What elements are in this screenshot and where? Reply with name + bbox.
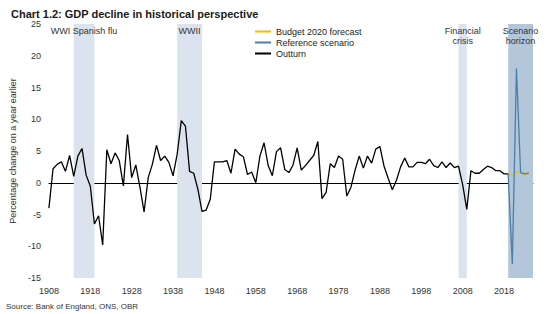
svg-text:2008: 2008 [453, 286, 473, 296]
svg-text:2018: 2018 [494, 286, 514, 296]
svg-text:Scenario: Scenario [503, 26, 539, 36]
svg-text:1918: 1918 [80, 286, 100, 296]
svg-text:20: 20 [31, 51, 41, 61]
svg-text:Budget 2020 forecast: Budget 2020 forecast [276, 27, 362, 37]
svg-text:15: 15 [31, 83, 41, 93]
svg-text:Reference scenario: Reference scenario [276, 38, 354, 48]
svg-text:Chart 1.2: GDP decline in hist: Chart 1.2: GDP decline in historical per… [11, 8, 258, 20]
svg-text:1908: 1908 [39, 286, 59, 296]
svg-text:0: 0 [36, 178, 41, 188]
svg-text:1958: 1958 [246, 286, 266, 296]
svg-text:Outturn: Outturn [276, 49, 306, 59]
svg-text:10: 10 [31, 114, 41, 124]
svg-text:WWI Spanish flu: WWI Spanish flu [51, 26, 118, 36]
svg-text:1928: 1928 [122, 286, 142, 296]
svg-text:crisis: crisis [452, 36, 473, 46]
svg-text:25: 25 [31, 19, 41, 29]
svg-text:Financial: Financial [445, 26, 481, 36]
svg-text:-15: -15 [28, 273, 41, 283]
svg-text:WWII: WWII [179, 26, 201, 36]
svg-text:-10: -10 [28, 241, 41, 251]
svg-text:Percentage change on a year ea: Percentage change on a year earlier [8, 78, 18, 224]
svg-text:1978: 1978 [329, 286, 349, 296]
svg-text:1948: 1948 [204, 286, 224, 296]
svg-text:1998: 1998 [411, 286, 431, 296]
svg-text:horizon: horizon [506, 36, 536, 46]
svg-text:1988: 1988 [370, 286, 390, 296]
svg-text:-5: -5 [33, 210, 41, 220]
svg-text:Source: Bank of England, ONS,: Source: Bank of England, ONS, OBR [6, 302, 138, 311]
svg-text:1968: 1968 [287, 286, 307, 296]
svg-text:5: 5 [36, 146, 41, 156]
svg-text:1938: 1938 [163, 286, 183, 296]
